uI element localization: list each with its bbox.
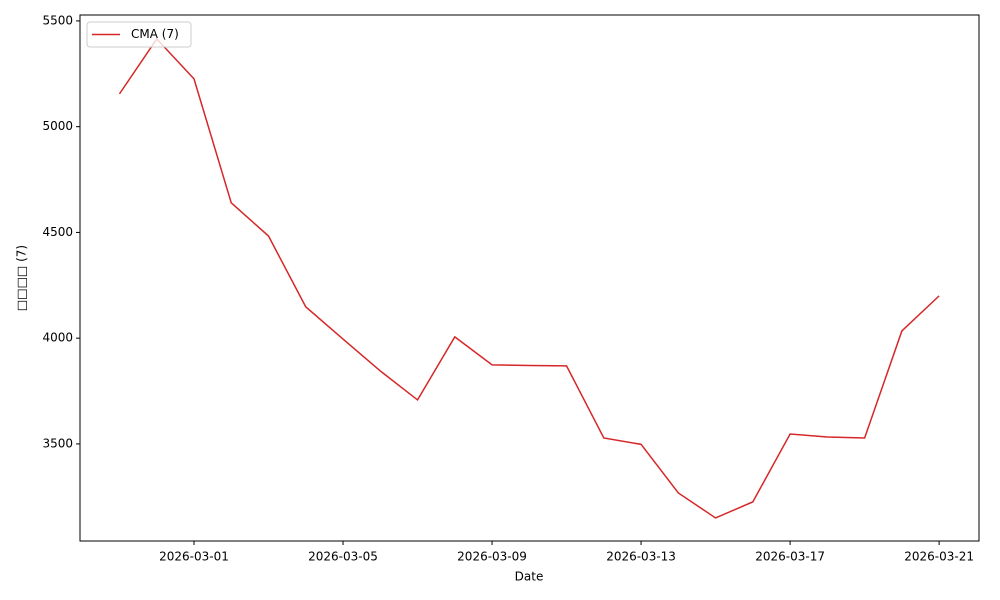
x-tick-label: 2026-03-13: [606, 550, 676, 564]
y-tick-label: 4500: [42, 225, 73, 239]
y-tick-label: 5500: [42, 13, 73, 27]
legend-label: CMA (7): [131, 27, 179, 41]
legend-box: [86, 21, 192, 48]
x-tick-label: 2026-03-05: [308, 550, 378, 564]
x-tick-label: 2026-03-17: [755, 550, 825, 564]
x-tick-label: 2026-03-01: [159, 550, 229, 564]
line-series: [118, 37, 940, 519]
x-axis-label: Date: [515, 570, 544, 584]
plot-frame: [79, 14, 980, 542]
y-axis-label: □□□□ (7): [15, 245, 29, 311]
x-tick-label: 2026-03-09: [457, 550, 527, 564]
y-tick-label: 3500: [42, 436, 73, 450]
y-tick-label: 5000: [42, 119, 73, 133]
y-tick-label: 4000: [42, 331, 73, 345]
x-tick-label: 2026-03-21: [904, 550, 974, 564]
